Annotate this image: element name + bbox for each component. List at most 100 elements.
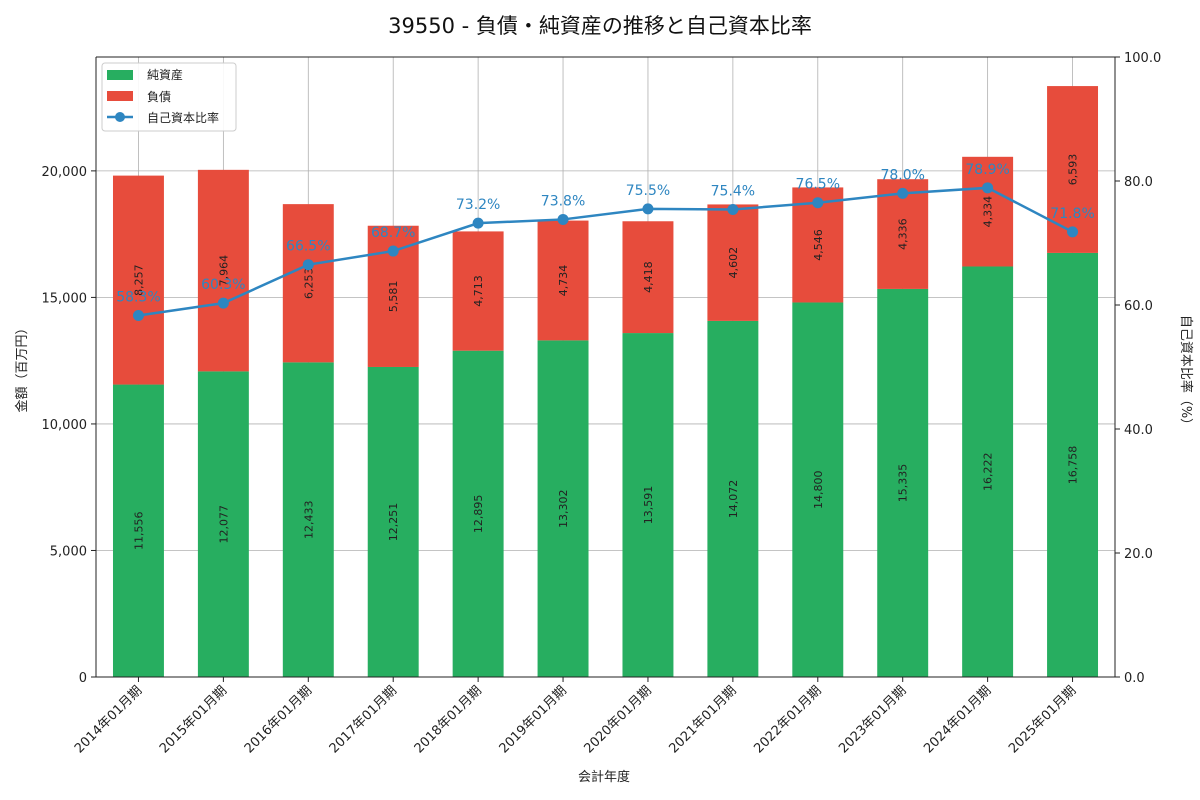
legend-label-net-assets: 純資産: [147, 67, 183, 82]
ratio-point: [642, 203, 654, 215]
data-label-net-assets: 13,302: [557, 489, 570, 528]
bar-liabilities: [197, 169, 249, 372]
bar-liabilities: [452, 231, 504, 351]
ratio-point: [727, 204, 739, 216]
x-tick-label: 2022年01月期: [751, 683, 824, 756]
ratio-point: [812, 197, 824, 209]
bar-liabilities: [622, 221, 674, 334]
x-tick-label: 2025年01月期: [1006, 683, 1079, 756]
bar-net-assets: [367, 366, 419, 677]
data-label-liabilities: 4,734: [557, 265, 570, 297]
bar-net-assets: [452, 350, 504, 677]
ratio-label: 58.3%: [116, 290, 160, 306]
bar-net-assets: [962, 266, 1014, 677]
ratio-label: 71.8%: [1050, 206, 1094, 222]
data-label-net-assets: 13,591: [642, 486, 655, 524]
x-axis-label: 会計年度: [578, 769, 630, 785]
bar-net-assets: [622, 333, 674, 677]
x-tick-label: 2017年01月期: [327, 683, 400, 756]
data-label-liabilities: 4,336: [897, 218, 910, 250]
ratio-label: 76.5%: [796, 177, 840, 193]
ratio-point: [897, 187, 909, 199]
x-tick-label: 2021年01月期: [666, 683, 739, 756]
data-label-net-assets: 14,800: [812, 470, 825, 509]
data-label-liabilities: 4,334: [982, 196, 995, 228]
x-tick-label: 2024年01月期: [921, 683, 994, 756]
ratio-point: [1067, 226, 1079, 238]
chart-title: 39550 - 負債・純資産の推移と自己資本比率: [388, 14, 812, 38]
ratio-point: [132, 310, 144, 322]
data-label-net-assets: 12,895: [472, 495, 485, 534]
data-label-liabilities: 4,602: [727, 247, 740, 279]
ratio-label: 73.2%: [456, 197, 500, 213]
data-label-liabilities: 8,257: [132, 264, 145, 296]
y2-tick-label: 100.0: [1124, 51, 1161, 66]
legend: 純資産 負債 自己資本比率: [101, 62, 237, 132]
y-axis-label: 金額（百万円）: [14, 321, 30, 412]
y-tick-label: 5,000: [50, 544, 87, 559]
y2-tick-label: 0.0: [1124, 671, 1145, 686]
ratio-label: 66.5%: [286, 239, 330, 255]
data-label-liabilities: 6,593: [1067, 154, 1080, 186]
legend-swatch-liabilities: [107, 91, 133, 101]
x-tick-label: 2015年01月期: [157, 683, 230, 756]
legend-swatch-net-assets: [107, 70, 133, 80]
ratio-label: 78.9%: [965, 162, 1009, 178]
x-tick-label: 2019年01月期: [497, 683, 570, 756]
ratio-line-layer: 58.3% 60.3% 66.5% 68.7% 73.2% 73.8% 75.5% 75.4%…: [116, 162, 1095, 322]
bar-net-assets: [877, 288, 929, 677]
bar-net-assets: [197, 371, 249, 677]
legend-label-liabilities: 負債: [147, 89, 171, 104]
y2-tick-label: 60.0: [1124, 299, 1153, 314]
data-label-liabilities: 7,964: [217, 255, 230, 287]
legend-label-ratio: 自己資本比率: [147, 110, 219, 125]
y-tick-label: 0: [79, 671, 87, 686]
bar-liabilities: [282, 204, 334, 363]
ratio-label: 78.0%: [880, 167, 924, 183]
ratio-point: [302, 259, 314, 271]
bar-layer: [112, 86, 1099, 678]
ratio-label: 73.8%: [541, 193, 585, 209]
y2-axis-label: 自己資本比率（%）: [1178, 315, 1194, 431]
data-label-net-assets: 15,335: [897, 464, 910, 503]
ratio-point: [387, 245, 399, 257]
ratio-label: 68.7%: [371, 225, 415, 241]
bar-net-assets: [792, 302, 844, 677]
data-label-liabilities: 6,253: [302, 267, 315, 299]
ratio-line: [138, 186, 1074, 317]
x-tick-label: 2023年01月期: [836, 683, 909, 756]
y2-tick-label: 40.0: [1124, 423, 1153, 438]
legend-marker-ratio: [115, 112, 125, 122]
ratio-label: 60.3%: [201, 277, 245, 293]
data-label-net-assets: 16,222: [982, 452, 995, 491]
ratio-point: [557, 213, 569, 225]
ratio-point: [982, 182, 994, 194]
y2-tick-label: 20.0: [1124, 547, 1153, 562]
data-label-liabilities: 4,418: [642, 261, 655, 293]
data-label-liabilities: 5,581: [387, 281, 400, 313]
data-label-net-assets: 11,556: [132, 512, 145, 551]
data-label-net-assets: 12,251: [387, 503, 400, 542]
data-label-net-assets: 12,077: [217, 505, 230, 544]
legend-box: [101, 62, 237, 132]
segment-label-layer: 11,556 8,257 12,077 7,964 12,433 6,253 12,251 5…: [132, 154, 1079, 550]
ratio-point: [217, 297, 229, 309]
y-tick-label: 10,000: [42, 418, 88, 433]
data-label-net-assets: 14,072: [727, 480, 740, 519]
bar-liabilities: [962, 156, 1014, 267]
y-tick-label: 15,000: [42, 291, 88, 306]
bar-liabilities: [112, 175, 164, 385]
data-label-net-assets: 16,758: [1067, 446, 1080, 485]
x-tick-label: 2014年01月期: [72, 683, 145, 756]
bar-liabilities: [1047, 86, 1099, 253]
data-label-liabilities: 4,713: [472, 275, 485, 307]
bar-liabilities: [537, 220, 589, 341]
data-label-net-assets: 12,433: [302, 500, 315, 539]
bar-net-assets: [282, 362, 334, 677]
bar-net-assets: [1047, 252, 1099, 678]
y-tick-label: 20,000: [42, 165, 88, 180]
bar-net-assets: [112, 384, 164, 677]
bar-liabilities: [707, 204, 759, 321]
